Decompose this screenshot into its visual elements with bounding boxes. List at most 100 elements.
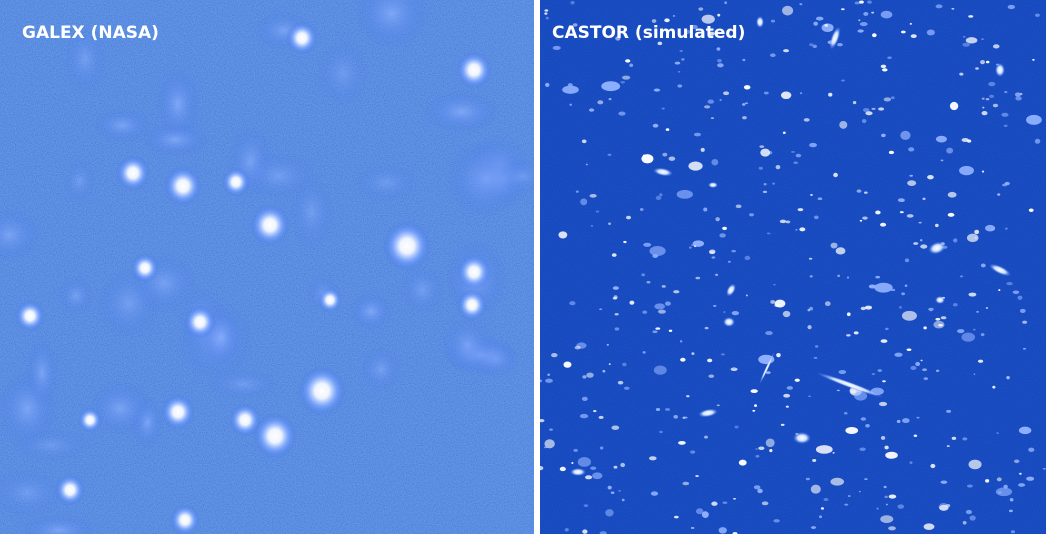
small-source	[885, 496, 888, 499]
small-source	[609, 98, 612, 100]
small-source	[967, 234, 979, 243]
light-source	[131, 253, 159, 282]
small-source	[885, 328, 889, 330]
small-source	[739, 460, 747, 466]
small-source	[613, 286, 619, 290]
small-source	[809, 258, 812, 260]
small-source	[907, 214, 914, 218]
small-source	[889, 151, 894, 154]
small-source	[695, 475, 699, 477]
small-source	[1035, 139, 1040, 144]
small-source	[770, 300, 775, 304]
small-source	[894, 353, 902, 357]
small-source	[547, 374, 550, 376]
small-source	[1019, 427, 1031, 435]
small-source	[1009, 510, 1013, 513]
small-source	[674, 516, 679, 519]
panel-label: CASTOR (simulated)	[552, 23, 745, 43]
small-source	[694, 245, 696, 247]
small-source	[649, 246, 665, 256]
small-source	[959, 166, 974, 175]
small-source	[871, 12, 874, 14]
small-source	[659, 193, 662, 196]
small-source	[781, 92, 791, 100]
small-source	[986, 98, 990, 100]
small-source	[659, 431, 663, 433]
small-source	[1015, 92, 1021, 96]
small-source	[596, 211, 599, 213]
small-source	[608, 222, 611, 224]
small-source	[733, 367, 735, 369]
small-source	[875, 276, 880, 279]
small-source	[546, 17, 549, 20]
small-source	[864, 191, 868, 193]
small-source	[662, 285, 666, 288]
small-source	[597, 100, 603, 104]
small-source	[948, 192, 957, 198]
small-source	[862, 119, 867, 123]
small-source	[562, 86, 579, 94]
small-source	[762, 501, 769, 505]
small-source	[600, 447, 603, 450]
small-source	[881, 436, 885, 440]
small-source	[769, 449, 772, 452]
small-source	[812, 459, 816, 462]
small-source	[662, 107, 665, 109]
small-source	[578, 457, 591, 467]
small-source	[967, 140, 971, 143]
small-source	[941, 481, 948, 484]
small-source	[655, 327, 660, 329]
small-source	[927, 175, 934, 179]
small-source	[993, 44, 1000, 48]
small-source	[629, 301, 634, 305]
small-source	[982, 98, 985, 100]
small-source	[966, 510, 972, 514]
small-source	[963, 521, 967, 525]
diffuse-glow	[400, 266, 444, 314]
small-source	[626, 216, 631, 220]
small-source	[615, 327, 620, 330]
small-source	[854, 331, 859, 334]
small-source	[691, 352, 694, 355]
small-source	[809, 143, 817, 147]
small-source	[936, 370, 939, 372]
small-source	[688, 161, 702, 170]
small-source	[978, 360, 983, 363]
small-source	[773, 519, 779, 522]
small-source	[684, 417, 687, 419]
small-source	[920, 244, 927, 248]
small-source	[948, 213, 955, 217]
small-source	[763, 191, 767, 193]
light-source	[78, 407, 102, 432]
small-source	[686, 395, 689, 397]
small-source	[1015, 96, 1021, 100]
small-source	[640, 208, 644, 211]
small-source	[721, 353, 725, 355]
small-source	[783, 394, 790, 398]
small-source	[878, 107, 884, 110]
small-source	[810, 194, 813, 196]
small-source	[723, 311, 725, 313]
small-source	[1028, 448, 1034, 452]
small-source	[976, 311, 979, 313]
small-source	[898, 504, 905, 508]
small-source	[1043, 468, 1046, 470]
small-source	[924, 377, 928, 380]
light-source	[222, 167, 250, 196]
small-source	[1014, 459, 1019, 463]
small-source	[844, 504, 848, 506]
small-source	[746, 295, 748, 297]
small-source	[905, 258, 909, 262]
small-source	[717, 14, 720, 17]
small-source	[953, 303, 958, 306]
small-source	[782, 6, 793, 16]
light-source	[286, 21, 318, 55]
diffuse-glow	[242, 152, 316, 199]
small-source	[558, 231, 567, 238]
small-source	[974, 373, 976, 375]
small-source	[982, 171, 984, 173]
small-source	[824, 24, 828, 27]
light-source	[457, 289, 487, 321]
small-source	[1018, 483, 1025, 487]
light-source	[164, 166, 202, 206]
